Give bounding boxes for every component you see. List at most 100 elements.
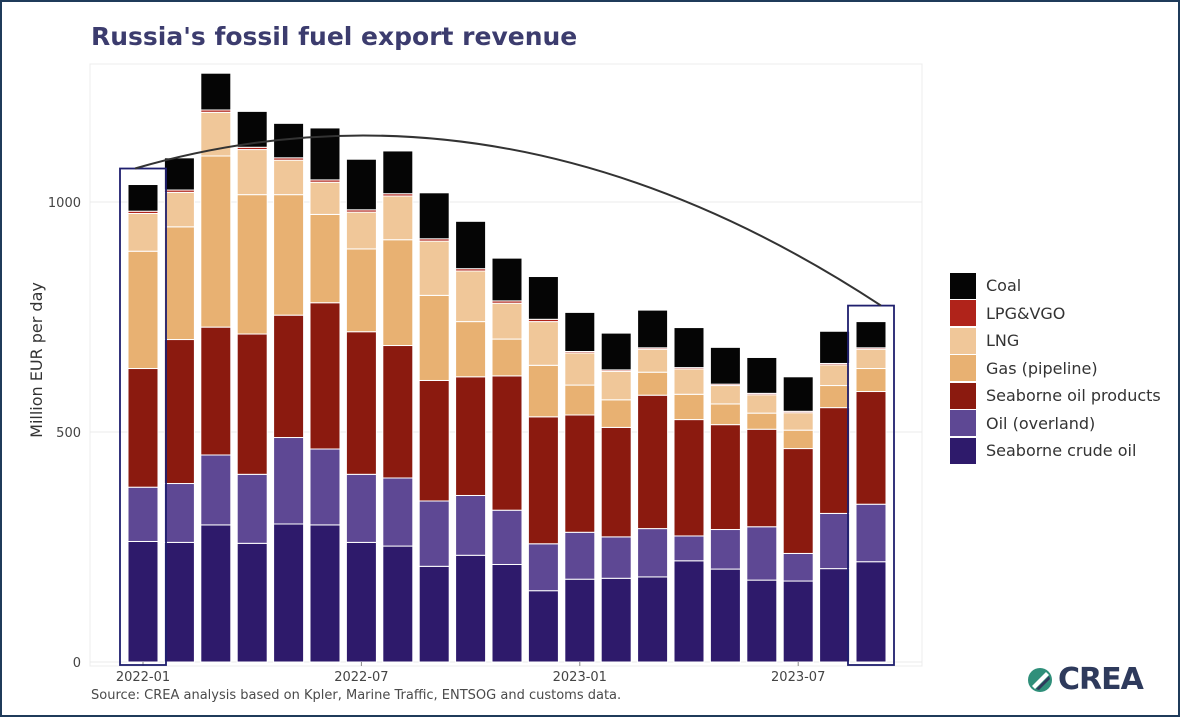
bar-segment: [819, 385, 851, 409]
y-tick-label: 1000: [48, 196, 81, 211]
bar-segment: [600, 332, 632, 371]
bar-segment: [564, 414, 596, 533]
bar-segment: [673, 535, 705, 562]
legend-label: Seaborne oil products: [986, 386, 1161, 406]
bar-segment: [527, 364, 559, 418]
bar-segment: [127, 368, 159, 488]
bar-segment: [709, 568, 741, 663]
bar-segment: [709, 529, 741, 570]
bar-segment: [819, 330, 851, 364]
bar-segment: [273, 194, 305, 316]
bar-segment: [127, 540, 159, 663]
x-tick-label: 2022-01: [116, 670, 170, 685]
bar-segment: [309, 181, 341, 215]
bar-segment: [455, 554, 487, 663]
bar-segment: [782, 448, 814, 554]
x-tick-label: 2023-07: [771, 670, 825, 685]
bar-segment: [855, 368, 887, 393]
bar-segment: [855, 391, 887, 505]
bar-segment: [273, 159, 305, 196]
bar-segment: [527, 416, 559, 545]
bar-segment: [163, 483, 195, 543]
bar-segment: [418, 294, 450, 381]
bar-segment: [637, 528, 669, 578]
y-tick-label: 500: [56, 426, 81, 441]
chart-title: Russia's fossil fuel export revenue: [91, 22, 578, 51]
bar-segment: [746, 394, 778, 414]
bar-segment: [746, 428, 778, 528]
bar-segment: [200, 326, 232, 456]
bar-segment: [637, 309, 669, 349]
bar-segment: [309, 448, 341, 526]
x-axis: 2022-01 2022-07 2023-01 2023-07: [116, 662, 825, 685]
bar-segment: [163, 191, 195, 228]
crea-logo-text: CREA: [1058, 662, 1144, 697]
bar-segment: [564, 352, 596, 386]
bar-segment: [527, 276, 559, 320]
bar-segment: [746, 579, 778, 663]
bar-segment: [564, 578, 596, 663]
legend-label: LPG&VGO: [986, 303, 1066, 323]
x-tick-label: 2023-01: [553, 670, 607, 685]
bar-segment: [527, 543, 559, 592]
bar-segment: [345, 211, 377, 250]
bar-segment: [819, 568, 851, 663]
bar-segment: [200, 524, 232, 663]
bar-segment: [200, 72, 232, 111]
annotations: [119, 134, 895, 666]
bar-segment: [782, 412, 814, 431]
bar-segment: [455, 270, 487, 323]
bar-segment: [564, 531, 596, 580]
bar-segment: [309, 302, 341, 450]
bar-segment: [382, 345, 414, 479]
bar-segment: [273, 437, 305, 525]
legend-item: Seaborne crude oil: [950, 437, 1161, 465]
bar-segment: [236, 333, 268, 475]
bar-segment: [127, 486, 159, 542]
bar-segment: [746, 356, 778, 394]
bar-segment: [564, 384, 596, 416]
bar-segment: [673, 327, 705, 369]
crea-logo: CREA: [1026, 662, 1144, 697]
bar-segment: [600, 426, 632, 538]
bar-segment: [382, 195, 414, 241]
legend-swatch: [950, 327, 976, 354]
legend-item: LNG: [950, 327, 1161, 355]
bar-segment: [418, 192, 450, 240]
x-tick-label: 2022-07: [334, 670, 388, 685]
bar-segment: [782, 580, 814, 663]
bar-segment: [782, 552, 814, 582]
bar-segment: [418, 565, 450, 663]
legend-item: Coal: [950, 272, 1161, 300]
bar-segment: [382, 545, 414, 663]
bar-segment: [163, 157, 195, 191]
bar-segment: [637, 394, 669, 530]
bar-segment: [709, 424, 741, 531]
bar-segment: [236, 149, 268, 196]
highlight-box: [847, 304, 895, 666]
bar-segment: [455, 220, 487, 270]
bar-segment: [564, 311, 596, 352]
bar-segment: [200, 155, 232, 328]
bar-segment: [673, 393, 705, 421]
bar-segment: [273, 314, 305, 439]
bar-segment: [855, 321, 887, 349]
bar-segment: [491, 257, 523, 302]
bar-segment: [709, 403, 741, 426]
bar-segment: [600, 370, 632, 401]
legend-label: Gas (pipeline): [986, 358, 1098, 378]
bar-segment: [309, 524, 341, 663]
bar-segment: [673, 419, 705, 537]
bar-segment: [637, 576, 669, 663]
legend: Coal LPG&VGO LNG Gas (pipeline) Seaborne oil…: [950, 272, 1161, 465]
bar-segment: [855, 561, 887, 663]
bar-segment: [637, 348, 669, 373]
y-axis: 0 500 1000: [48, 196, 81, 671]
bar-segment: [345, 473, 377, 543]
bar-segment: [600, 536, 632, 579]
bar-segment: [127, 184, 159, 212]
bar-segment: [709, 346, 741, 385]
bar-segment: [455, 321, 487, 378]
bar-segment: [163, 226, 195, 341]
bar-segment: [527, 590, 559, 663]
